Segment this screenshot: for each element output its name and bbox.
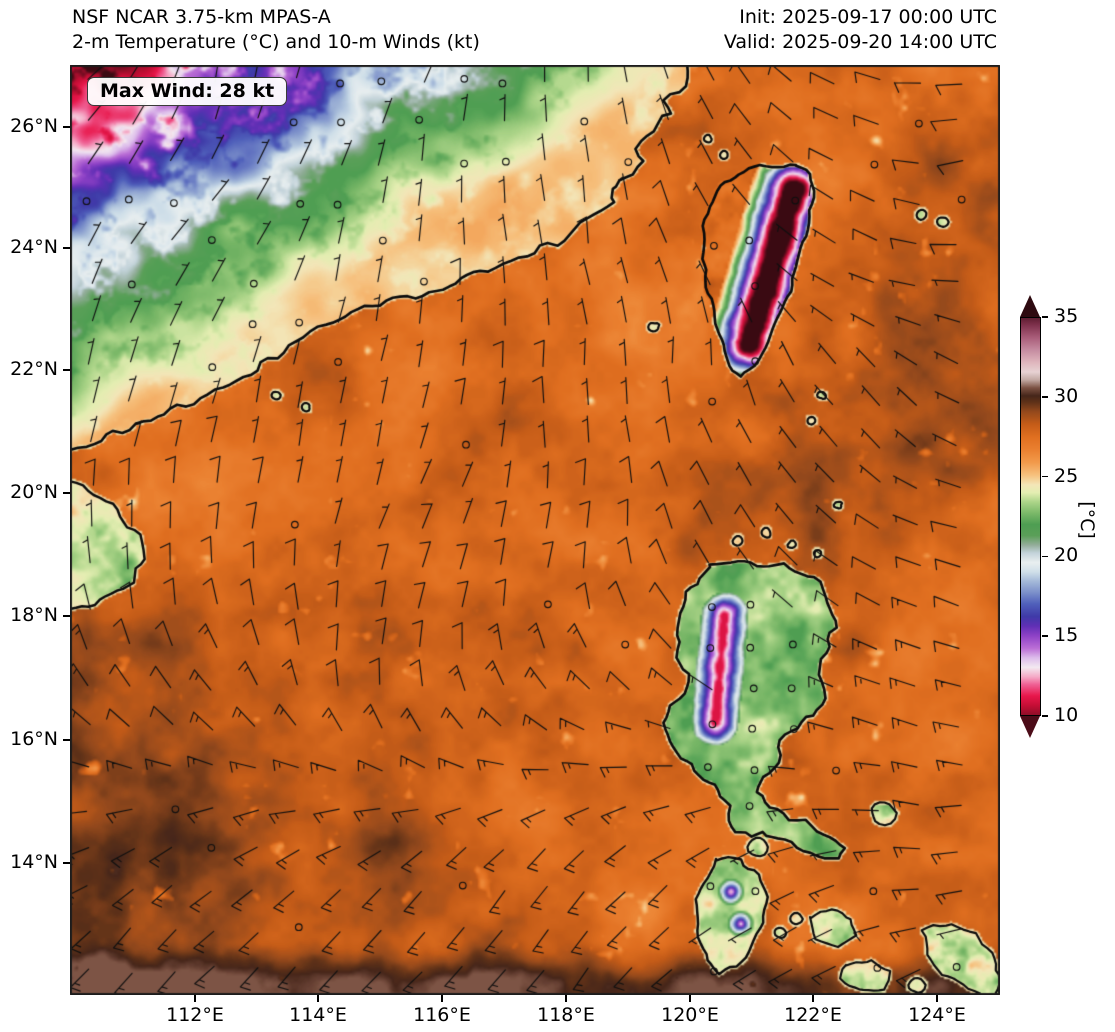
temperature-wind-map-canvas [70, 65, 1000, 995]
y-axis-label: 22°N [10, 358, 58, 380]
valid-time: Valid: 2025-09-20 14:00 UTC [723, 31, 997, 53]
x-axis-label: 120°E [661, 1004, 719, 1026]
colorbar-gradient [1020, 317, 1041, 716]
max-wind-badge: Max Wind: 28 kt [87, 77, 288, 106]
x-axis-label: 118°E [537, 1004, 595, 1026]
y-axis-label: 18°N [10, 604, 58, 626]
x-axis-label: 122°E [784, 1004, 842, 1026]
init-time: Init: 2025-09-17 00:00 UTC [739, 6, 997, 28]
colorbar-unit-label: [°C] [1076, 501, 1098, 539]
colorbar-tick-label: 15 [1054, 624, 1079, 647]
x-axis-label: 124°E [908, 1004, 966, 1026]
colorbar-tick-label: 10 [1054, 704, 1079, 726]
x-axis-label: 114°E [289, 1004, 347, 1026]
model-title: NSF NCAR 3.75-km MPAS-A [72, 6, 331, 28]
x-axis-tick [689, 995, 691, 1002]
colorbar-tick-label: 25 [1054, 464, 1079, 487]
x-axis-tick [317, 995, 319, 1002]
x-axis-tick [812, 995, 814, 1002]
y-axis-label: 20°N [10, 481, 58, 503]
x-axis-label: 116°E [413, 1004, 471, 1026]
colorbar-under-arrow [1020, 716, 1040, 738]
title-block-left: NSF NCAR 3.75-km MPAS-A 2-m Temperature … [72, 5, 480, 55]
y-axis-label: 26°N [10, 115, 58, 137]
y-axis-label: 24°N [10, 236, 58, 258]
x-axis-tick [194, 995, 196, 1002]
y-axis-tick [63, 615, 70, 617]
colorbar-tick-label: 30 [1054, 384, 1079, 407]
x-axis-tick [936, 995, 938, 1002]
colorbar: 35 30 25 20 15 10 [1018, 295, 1113, 765]
y-axis-tick [63, 126, 70, 128]
y-axis-tick [63, 739, 70, 741]
y-axis-label: 14°N [10, 851, 58, 873]
colorbar-tick-label: 20 [1054, 544, 1079, 567]
colorbar-tick [1042, 396, 1048, 398]
title-block-right: Init: 2025-09-17 00:00 UTC Valid: 2025-0… [724, 5, 997, 55]
y-axis-tick [63, 492, 70, 494]
field-title: 2-m Temperature (°C) and 10-m Winds (kt) [72, 31, 480, 53]
x-axis-tick [441, 995, 443, 1002]
colorbar-tick [1042, 715, 1048, 717]
colorbar-tick [1042, 555, 1048, 558]
y-axis-label: 16°N [10, 728, 58, 750]
x-axis-label: 112°E [166, 1004, 224, 1026]
colorbar-over-arrow [1020, 295, 1040, 317]
colorbar-tick [1042, 475, 1048, 478]
y-axis-tick [63, 247, 70, 249]
map-area: Max Wind: 28 kt [70, 65, 1000, 995]
colorbar-tick [1042, 635, 1048, 637]
colorbar-tick [1042, 316, 1048, 318]
y-axis-tick [63, 369, 70, 371]
y-axis-tick [63, 862, 70, 864]
colorbar-tick-label: 35 [1054, 305, 1079, 327]
x-axis-tick [565, 995, 567, 1002]
